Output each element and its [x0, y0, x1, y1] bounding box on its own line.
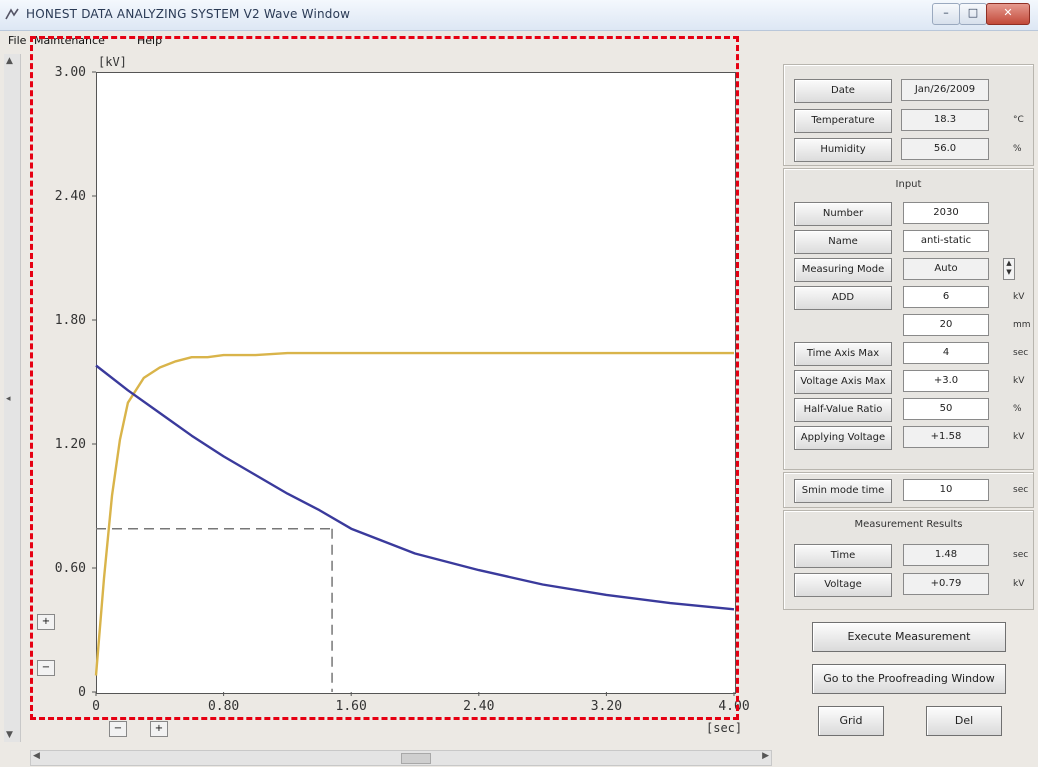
execute-measurement-button[interactable]: Execute Measurement [812, 622, 1006, 652]
voltage-axis-max-field[interactable]: +3.0 [903, 370, 989, 392]
vertical-scrollbar[interactable]: ▲ ◂ ▼ [4, 54, 21, 742]
menu-file[interactable]: File [8, 34, 27, 47]
scroll-right-icon[interactable]: ▶ [762, 751, 769, 761]
plot-area [96, 72, 736, 694]
voltage-axis-unit: kV [1013, 376, 1025, 386]
date-button[interactable]: Date [794, 79, 892, 103]
mode-spinner[interactable]: ▲ ▼ [1003, 258, 1015, 280]
window-title: HONEST DATA ANALYZING SYSTEM V2 Wave Win… [26, 7, 351, 21]
applying-voltage-unit: kV [1013, 432, 1025, 442]
input-header: Input [895, 179, 922, 190]
half-value-unit: % [1013, 404, 1022, 414]
number-field[interactable]: 2030 [903, 202, 989, 224]
humidity-button[interactable]: Humidity [794, 138, 892, 162]
time-button[interactable]: Time [794, 544, 892, 568]
maximize-icon: □ [967, 6, 979, 19]
highlight-outline [30, 36, 739, 720]
time-axis-max-field[interactable]: 4 [903, 342, 989, 364]
smin-mode-time-button[interactable]: Smin mode time [794, 479, 892, 503]
x-zoom-out-button[interactable]: − [109, 721, 127, 737]
scroll-left-icon[interactable]: ◀ [33, 751, 40, 761]
x-tick-label: 2.40 [463, 699, 494, 714]
measuring-mode-button[interactable]: Measuring Mode [794, 258, 892, 282]
environment-panel: Date Jan/26/2009 Temperature 18.3 °C Hum… [783, 64, 1034, 166]
minimize-button[interactable]: – [932, 3, 960, 25]
humidity-unit: % [1013, 144, 1022, 154]
time-result-unit: sec [1013, 550, 1029, 560]
x-tick-label: 3.20 [591, 699, 622, 714]
time-axis-unit: sec [1013, 348, 1029, 358]
scroll-thumb-icon[interactable]: ◂ [6, 394, 11, 404]
humidity-field: 56.0 [901, 138, 989, 160]
minimize-icon: – [943, 6, 949, 19]
measuring-mode-field[interactable]: Auto [903, 258, 989, 280]
y-zoom-in-button[interactable]: + [37, 614, 55, 630]
smin-panel: Smin mode time 10 sec [783, 472, 1034, 508]
window-controls: – □ ✕ [932, 3, 1030, 25]
del-button[interactable]: Del [926, 706, 1002, 736]
x-tick-label: 4.00 [718, 699, 749, 714]
time-result-field: 1.48 [903, 544, 989, 566]
y-tick-label: 1.80 [55, 313, 86, 328]
name-button[interactable]: Name [794, 230, 892, 254]
y-tick-label: 2.40 [55, 189, 86, 204]
date-field: Jan/26/2009 [901, 79, 989, 101]
voltage-axis-max-button[interactable]: Voltage Axis Max [794, 370, 892, 394]
smin-mode-time-field[interactable]: 10 [903, 479, 989, 501]
scroll-thumb[interactable] [401, 753, 431, 764]
close-button[interactable]: ✕ [986, 3, 1030, 25]
name-field[interactable]: anti-static [903, 230, 989, 252]
scroll-down-icon[interactable]: ▼ [6, 730, 13, 740]
number-button[interactable]: Number [794, 202, 892, 226]
voltage-result-unit: kV [1013, 579, 1025, 589]
results-header: Measurement Results [854, 519, 963, 530]
distance-unit: mm [1013, 320, 1031, 330]
temperature-field: 18.3 [901, 109, 989, 131]
y-zoom-out-button[interactable]: − [37, 660, 55, 676]
app-icon [5, 8, 19, 20]
wave-chart: 3.00 2.40 1.80 1.20 0.60 00 0.80 1.60 2.40 3.20 4.… [55, 55, 750, 735]
add-field[interactable]: 6 [903, 286, 989, 308]
applying-voltage-field: +1.58 [903, 426, 989, 448]
close-icon: ✕ [1003, 6, 1013, 19]
y-tick-label: 0 [78, 685, 86, 700]
series-line-1 [94, 351, 734, 676]
input-panel: Input Number 2030 Name anti-static Measu… [783, 168, 1034, 470]
time-axis-max-button[interactable]: Time Axis Max [794, 342, 892, 366]
applying-voltage-button[interactable]: Applying Voltage [794, 426, 892, 450]
y-tick-label: 0.60 [55, 561, 86, 576]
x-axis-label: [sec] [706, 721, 742, 735]
maximize-button[interactable]: □ [959, 3, 987, 25]
half-value-ratio-button[interactable]: Half-Value Ratio [794, 398, 892, 422]
grid-button[interactable]: Grid [818, 706, 884, 736]
half-value-ratio-field[interactable]: 50 [903, 398, 989, 420]
scroll-up-icon[interactable]: ▲ [6, 56, 13, 66]
results-panel: Measurement Results Time 1.48 sec Voltag… [783, 510, 1034, 610]
x-tick-label: 0 [92, 699, 100, 714]
horizontal-scrollbar[interactable]: ◀ ▶ [30, 750, 772, 766]
temperature-unit: °C [1013, 115, 1024, 125]
y-tick-label: 3.00 [55, 65, 86, 80]
x-zoom-in-button[interactable]: + [150, 721, 168, 737]
y-tick-label: 1.20 [55, 437, 86, 452]
series-line-2 [95, 364, 735, 611]
distance-field[interactable]: 20 [903, 314, 989, 336]
add-unit: kV [1013, 292, 1025, 302]
title-bar: HONEST DATA ANALYZING SYSTEM V2 Wave Win… [0, 0, 1038, 31]
y-axis-label: [kV] [98, 55, 127, 69]
proofreading-window-button[interactable]: Go to the Proofreading Window [812, 664, 1006, 694]
x-tick-label: 0.80 [208, 699, 239, 714]
temperature-button[interactable]: Temperature [794, 109, 892, 133]
voltage-result-field: +0.79 [903, 573, 989, 595]
voltage-button[interactable]: Voltage [794, 573, 892, 597]
smin-mode-time-unit: sec [1013, 485, 1029, 495]
add-button[interactable]: ADD [794, 286, 892, 310]
x-tick-label: 1.60 [336, 699, 367, 714]
